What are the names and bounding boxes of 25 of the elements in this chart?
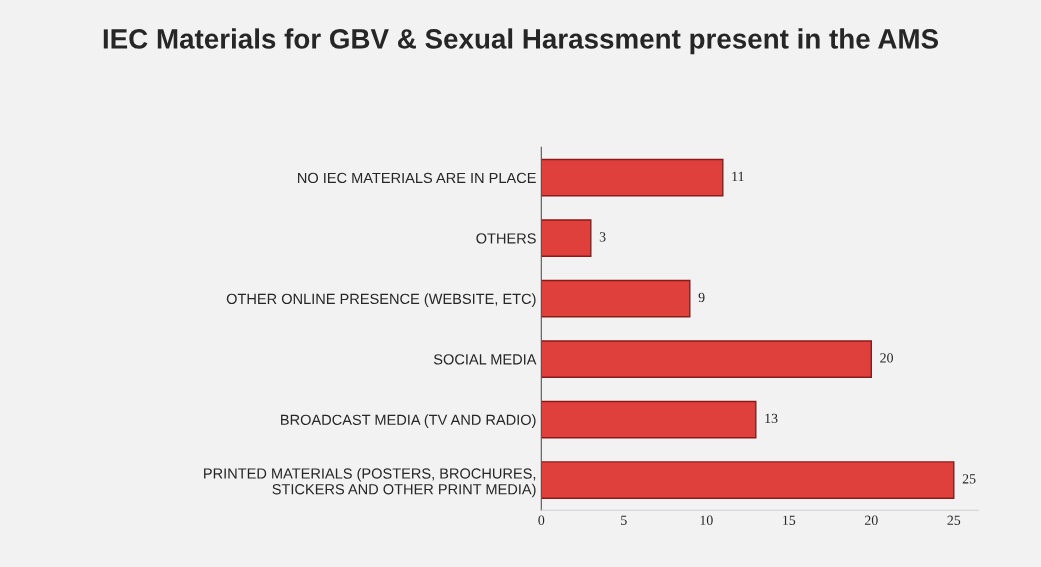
bar (541, 461, 955, 499)
x-tick-label: 25 (947, 515, 961, 525)
y-tick-label: OTHER ONLINE PRESENCE (WEBSITE, ETC) (226, 293, 536, 307)
bar (541, 400, 757, 439)
x-tick-label: 5 (621, 515, 627, 525)
y-tick-label: SOCIAL MEDIA (433, 354, 537, 365)
bar (541, 340, 872, 378)
data-label: 3 (599, 232, 606, 242)
data-label: 11 (732, 171, 744, 181)
y-tick-label: OTHERS (476, 233, 536, 244)
data-label: 13 (765, 413, 778, 424)
x-tick-label: 20 (864, 515, 878, 525)
x-tick-label: 10 (700, 515, 713, 525)
y-tick-label: PRINTED MATERIALS (POSTERS, BROCHURES, STICKERS AND OTHER PRINT MEDIA) (204, 467, 536, 498)
x-tick-label: 15 (783, 515, 796, 525)
data-label: 9 (698, 292, 705, 303)
y-tick-label: NO IEC MATERIALS ARE IN PLACE (298, 172, 536, 184)
y-tick-label: BROADCAST MEDIA (TV AND RADIO) (281, 414, 536, 428)
chart-title: IEC Materials for GBV & Sexual Harassment present in the AMS (103, 28, 939, 55)
x-tick-label: 0 (538, 515, 545, 525)
bar (541, 219, 592, 257)
data-label: 25 (962, 474, 976, 484)
data-label: 20 (880, 353, 893, 363)
bar (541, 279, 691, 318)
bar (541, 158, 724, 197)
